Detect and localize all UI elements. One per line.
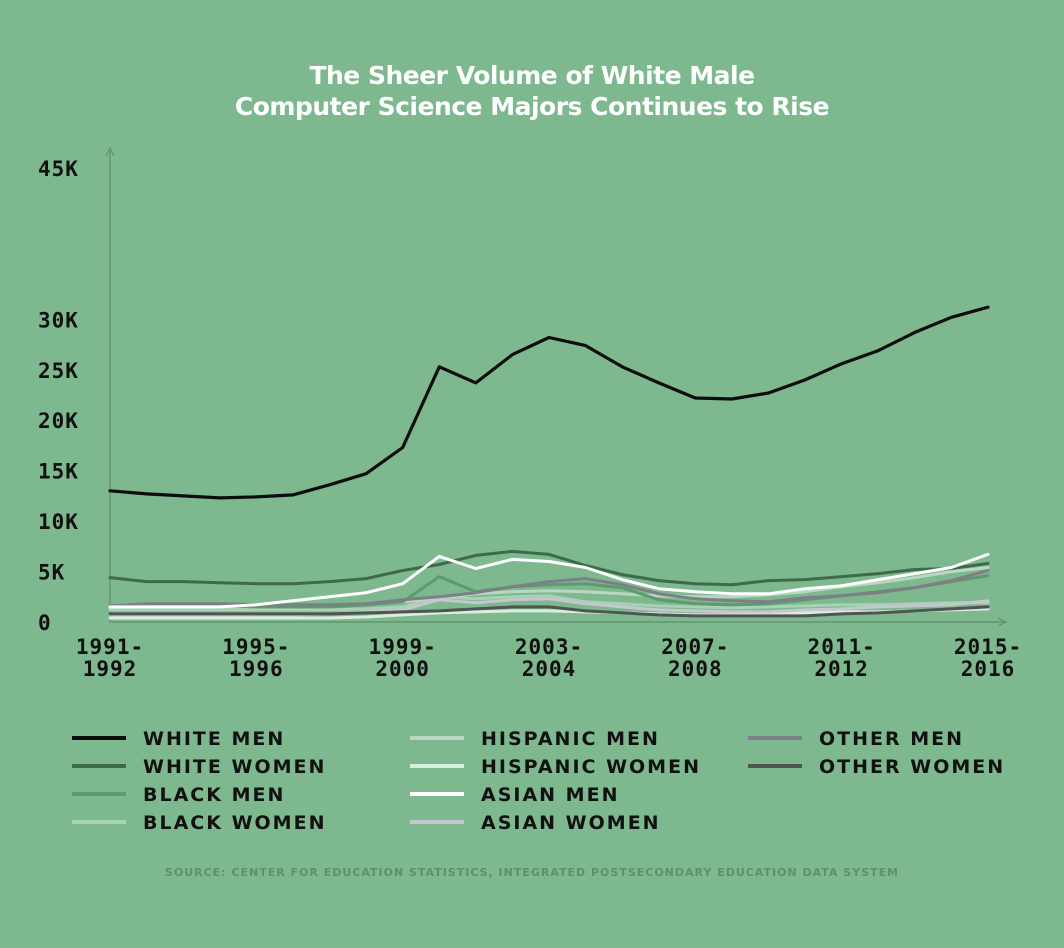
chart-title-line1: The Sheer Volume of White Male <box>309 61 755 90</box>
x-tick-label-line2: 1992 <box>83 657 138 681</box>
x-axis-arrow <box>997 617 1008 627</box>
legend-item: WHITE WOMEN <box>72 756 326 778</box>
chart-title-line2: Computer Science Majors Continues to Ris… <box>234 92 830 121</box>
legend-label: OTHER WOMEN <box>819 756 1005 778</box>
legend-label: ASIAN MEN <box>481 784 619 806</box>
series-line-hispanic-women <box>108 607 990 620</box>
x-tick-label-line2: 2004 <box>522 657 577 681</box>
x-tick-label-line2: 1996 <box>229 657 284 681</box>
legend-item: OTHER WOMEN <box>748 756 1005 778</box>
y-tick-label: 0 <box>38 611 52 635</box>
legend-label: BLACK MEN <box>143 784 285 806</box>
legend-item: WHITE MEN <box>72 728 285 750</box>
y-tick-label: 5K <box>38 561 65 585</box>
y-tick-label: 30K <box>38 308 79 332</box>
legend-label: HISPANIC MEN <box>481 728 660 750</box>
y-tick-label: 15K <box>38 460 79 484</box>
y-tick-label: 20K <box>38 409 79 433</box>
series-layer <box>108 305 990 620</box>
y-tick-label: 25K <box>38 359 79 383</box>
legend-label: OTHER MEN <box>819 728 964 750</box>
x-tick-label-line2: 2000 <box>375 657 430 681</box>
series-line-black-women <box>108 594 990 612</box>
x-tick-label-line2: 2012 <box>814 657 869 681</box>
series-line-asian-men <box>108 552 990 609</box>
legend-label: ASIAN WOMEN <box>481 812 661 834</box>
legend-item: BLACK MEN <box>72 784 285 806</box>
x-tick-label-line1: 2011- <box>808 635 876 659</box>
series-line-hispanic-men <box>108 566 990 610</box>
x-tick-label-line1: 2007- <box>661 635 729 659</box>
chart-axes <box>105 146 1008 627</box>
legend-item: ASIAN WOMEN <box>410 812 661 834</box>
legend-label: WHITE WOMEN <box>143 756 326 778</box>
series-line-white-women <box>108 549 990 587</box>
series-line-other-women <box>108 605 990 618</box>
x-tick-label-line1: 2015- <box>954 635 1022 659</box>
ticks-layer: 0 5K 10K 15K 20K 25K 30K 45K 1991-1992 1995-1996 1… <box>38 157 1022 681</box>
x-tick-label-line1: 1999- <box>369 635 437 659</box>
x-tick-label-line2: 2008 <box>668 657 723 681</box>
legend-label: BLACK WOMEN <box>143 812 326 834</box>
legend-item: HISPANIC WOMEN <box>410 756 701 778</box>
x-tick-label-line2: 2016 <box>961 657 1016 681</box>
legend-item: OTHER MEN <box>748 728 964 750</box>
legend-label: WHITE MEN <box>143 728 285 750</box>
x-tick-label-line1: 2003- <box>515 635 583 659</box>
y-tick-label: 45K <box>38 157 79 181</box>
x-tick-label-line1: 1995- <box>222 635 290 659</box>
legend-item: ASIAN MEN <box>410 784 619 806</box>
legend-label: HISPANIC WOMEN <box>481 756 701 778</box>
x-tick-label-line1: 1991- <box>76 635 144 659</box>
source-note: SOURCE: CENTER FOR EDUCATION STATISTICS,… <box>164 866 900 879</box>
y-axis-arrow <box>105 146 115 157</box>
legend: WHITE MEN WHITE WOMEN BLACK MEN BLACK WOMEN… <box>72 728 1005 834</box>
series-line-white-men <box>108 305 990 500</box>
y-tick-label: 10K <box>38 510 79 534</box>
legend-item: HISPANIC MEN <box>410 728 660 750</box>
legend-item: BLACK WOMEN <box>72 812 326 834</box>
